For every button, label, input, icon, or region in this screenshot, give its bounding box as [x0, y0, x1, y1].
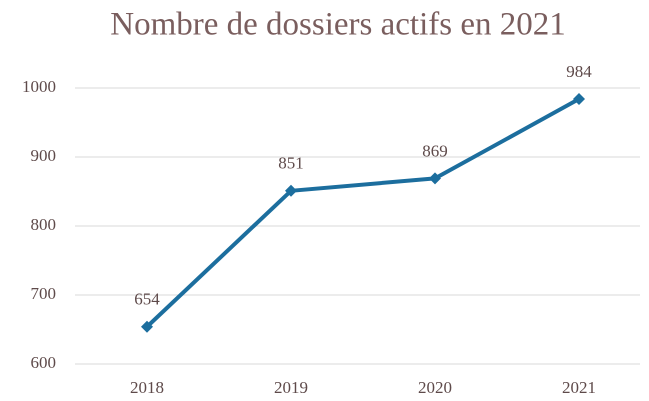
- x-tick-label: 2019: [274, 378, 308, 397]
- x-tick-label: 2018: [130, 378, 164, 397]
- line: [145, 97, 580, 329]
- marker: [285, 184, 297, 197]
- y-tick-label: 700: [31, 284, 57, 303]
- data-label: 869: [422, 141, 448, 160]
- x-tick-label: 2020: [418, 378, 452, 397]
- data-label: 851: [278, 154, 304, 173]
- data-label: 654: [134, 290, 160, 309]
- chart-title: Nombre de dossiers actifs en 2021: [110, 7, 565, 43]
- x-tick-label: 2021: [562, 378, 596, 397]
- y-tick-label: 1000: [22, 77, 56, 96]
- data-label: 984: [566, 62, 592, 81]
- y-tick-label: 800: [31, 215, 57, 234]
- marker: [141, 320, 153, 333]
- y-tick-label: 600: [31, 353, 57, 372]
- y-tick-label: 900: [31, 146, 57, 165]
- marker: [573, 93, 585, 106]
- marker: [429, 172, 441, 185]
